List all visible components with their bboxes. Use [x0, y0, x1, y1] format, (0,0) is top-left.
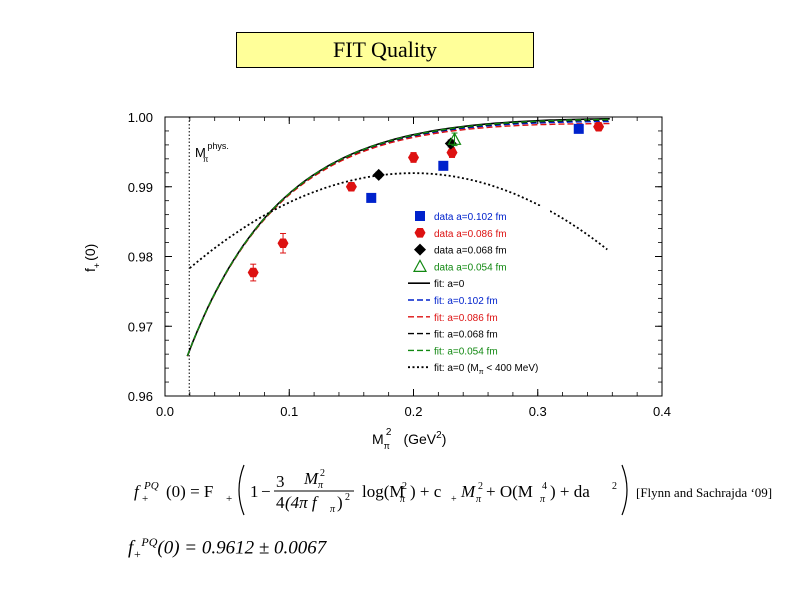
data-point-hexagon: [345, 182, 357, 192]
data-point-square: [573, 123, 584, 134]
formula-O-sub: π: [540, 494, 546, 505]
data-point-hexagon: [446, 147, 458, 158]
data-point-diamond: [444, 137, 457, 150]
data-point-square: [438, 160, 449, 171]
data-point-square: [366, 192, 377, 203]
legend-label: fit: a=0.102 fm: [434, 296, 498, 307]
data-point-diamond: [372, 168, 385, 181]
y-tick-label: 1.00: [128, 110, 153, 125]
data-point-hexagon: [247, 267, 259, 278]
data-point-hexagon: [593, 122, 605, 132]
formula-arg: (0) = F: [166, 482, 213, 501]
legend-label: fit: a=0: [434, 279, 465, 290]
y-tick-label: 0.97: [128, 319, 153, 334]
formula-M-num-sub: π: [318, 480, 324, 491]
data-point-square: [415, 211, 425, 221]
result-value: f+PQ(0) = 0.9612 ± 0.0067: [128, 535, 326, 562]
formula-M2-sub: π: [476, 494, 482, 505]
formula-M-num-sup: 2: [320, 468, 325, 479]
y-axis-label: f+(0): [82, 244, 102, 272]
legend-box: [402, 206, 550, 384]
formula-den: (4π f: [285, 493, 319, 512]
legend-label: data a=0.054 fm: [434, 262, 507, 273]
formula-lhs-sub: +: [142, 493, 148, 505]
formula-log: log(M: [362, 482, 405, 501]
formula-lhs-sup: PQ: [143, 480, 159, 492]
data-point-hexagon: [408, 152, 419, 163]
formula-log-sup: 2: [402, 481, 407, 492]
fit-curve: [189, 172, 608, 269]
physical-mass-label: Mπphys.: [195, 141, 229, 164]
result-rest: (0) = 0.9612 ± 0.0067: [157, 537, 327, 559]
formula-O-term: + O(M: [486, 482, 533, 501]
y-tick-label: 0.99: [128, 180, 153, 195]
data-points: [247, 122, 605, 282]
formula-log-sub: π: [400, 494, 406, 505]
x-axis-label: Mπ2 (GeV2): [372, 427, 446, 451]
data-point-hexagon: [277, 238, 289, 248]
formula-da: ) + da: [550, 482, 590, 501]
legend-label: data a=0.102 fm: [434, 212, 507, 223]
formula-F-sub: +: [226, 493, 232, 505]
legend-label: data a=0.086 fm: [434, 229, 507, 240]
legend-label: fit: a=0.068 fm: [434, 330, 498, 341]
x-tick-label: 0.4: [653, 404, 671, 419]
formula-O-sup: 4: [542, 481, 547, 492]
y-tick-label: 0.96: [128, 389, 153, 404]
citation: [Flynn and Sachrajda ‘09]: [636, 485, 773, 500]
plot-layer: Mπphys.: [186, 117, 610, 396]
result-f: f: [128, 537, 134, 559]
formula-M-num: M: [303, 469, 319, 488]
formula-frac-num: 3: [276, 472, 285, 491]
legend-label: fit: a=0 (Mπ < 400 MeV): [434, 363, 538, 376]
x-tick-label: 0.0: [156, 404, 174, 419]
formula-open-paren: [238, 464, 245, 516]
formula-minus: −: [261, 482, 271, 501]
formula-frac-den: 4: [276, 493, 285, 512]
slide-title: FIT Quality: [236, 32, 534, 68]
formula-M2: M: [460, 482, 476, 501]
axes: 0.0 0.1 0.2 0.3 0.4 0.96 0.97 0.98 0.99 1.00 Mπ2 (G…: [82, 110, 671, 451]
formula-c-sub: +: [451, 494, 457, 505]
x-tick-label: 0.2: [404, 404, 422, 419]
formula-den-sub: π: [330, 504, 336, 515]
legend-label: fit: a=0.054 fm: [434, 346, 498, 357]
formula-da-sup: 2: [612, 481, 617, 492]
legend-label: fit: a=0.086 fm: [434, 313, 498, 324]
formula-M2-sup: 2: [478, 481, 483, 492]
formula-den-close: ): [337, 493, 343, 512]
data-point-diamond: [414, 243, 426, 256]
result-sup: PQ: [141, 535, 158, 549]
result-sub: +: [133, 547, 142, 562]
legend-label: data a=0.068 fm: [434, 246, 507, 257]
formula-close-paren: [621, 464, 628, 516]
x-tick-label: 0.3: [529, 404, 547, 419]
fit-curve: [186, 118, 610, 357]
x-tick-label: 0.1: [280, 404, 298, 419]
fit-curves: [186, 118, 610, 357]
data-point-triangle: [412, 259, 428, 272]
formula-lhs: f: [134, 482, 141, 501]
y-tick-label: 0.98: [128, 250, 153, 265]
data-point-hexagon: [414, 228, 426, 238]
formula-den-sup: 2: [345, 492, 350, 503]
legend: data a=0.102 fm data a=0.086 fm data a=0.0…: [402, 206, 550, 384]
data-point-triangle: [447, 132, 462, 145]
formula-plus-c: ) + c: [410, 482, 442, 501]
formula-one: 1: [250, 482, 259, 501]
